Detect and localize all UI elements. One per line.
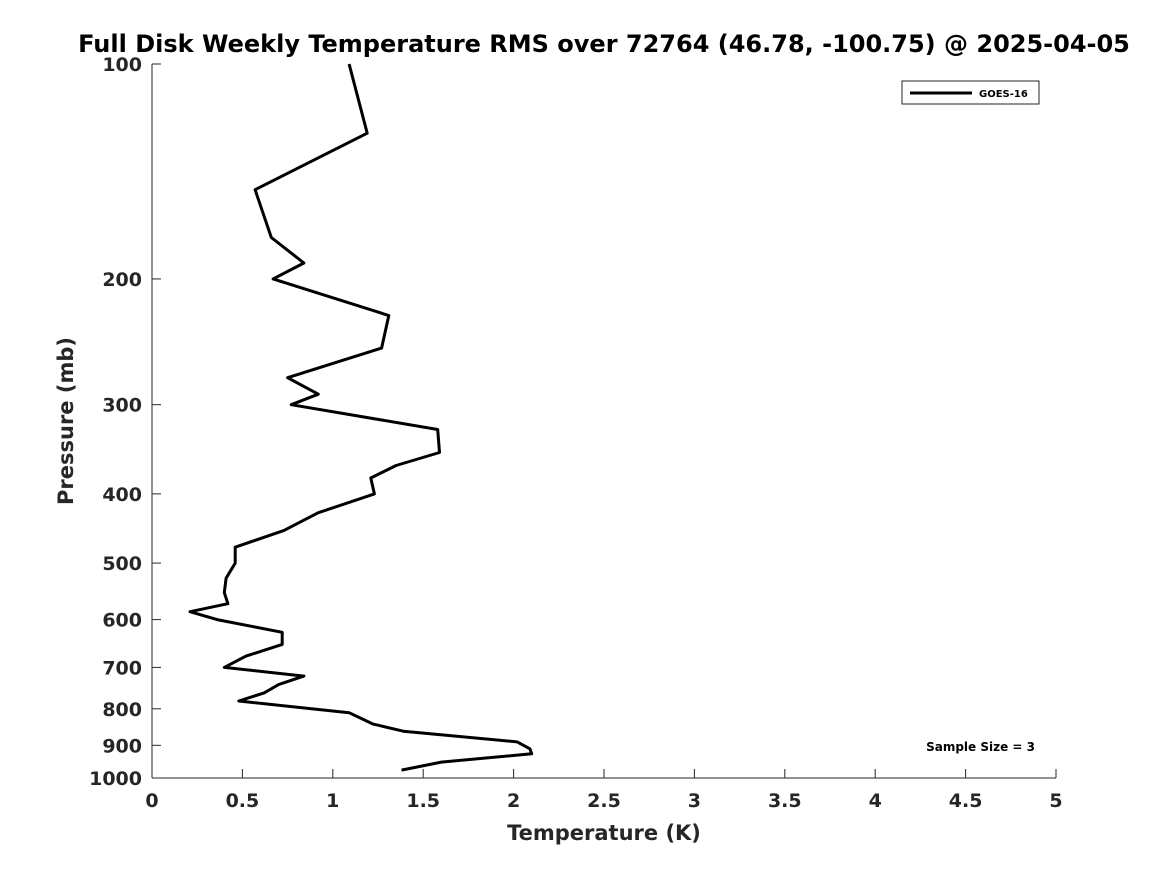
x-tick-label: 0.5 bbox=[226, 790, 260, 812]
legend: GOES-16 bbox=[901, 80, 1040, 105]
y-tick-label: 1000 bbox=[89, 768, 142, 790]
y-tick-label: 400 bbox=[102, 484, 142, 506]
x-axis-label: Temperature (K) bbox=[507, 821, 701, 845]
x-tick-label: 3.5 bbox=[768, 790, 802, 812]
annotations: Sample Size = 3 bbox=[926, 740, 1035, 754]
y-tick-label: 900 bbox=[102, 735, 142, 757]
y-tick-label: 300 bbox=[102, 395, 142, 417]
x-tick-label: 1 bbox=[326, 790, 339, 812]
y-tick-label: 100 bbox=[102, 54, 142, 76]
x-tick-label: 4.5 bbox=[949, 790, 983, 812]
x-tick-label: 2 bbox=[507, 790, 520, 812]
x-tick-label: 5 bbox=[1049, 790, 1062, 812]
legend-label: GOES-16 bbox=[979, 89, 1028, 100]
x-tick-label: 2.5 bbox=[587, 790, 621, 812]
y-axis-label: Pressure (mb) bbox=[54, 337, 78, 505]
x-tick-label: 3 bbox=[688, 790, 701, 812]
axes: 0 0.5 1 1.5 2 2.5 3 3.5 4 4.5 5 100 200 300 400 500 600 7… bbox=[89, 54, 1063, 812]
series-line bbox=[188, 63, 534, 772]
y-tick-label: 200 bbox=[102, 269, 142, 291]
x-tick-label: 4 bbox=[869, 790, 882, 812]
x-tick-label: 0 bbox=[145, 790, 158, 812]
y-tick-label: 800 bbox=[102, 699, 142, 721]
sample-size-annotation: Sample Size = 3 bbox=[926, 740, 1035, 754]
y-tick-label: 700 bbox=[102, 657, 142, 679]
chart-title: Full Disk Weekly Temperature RMS over 72… bbox=[78, 30, 1130, 58]
y-tick-label: 500 bbox=[102, 553, 142, 575]
y-tick-label: 600 bbox=[102, 610, 142, 632]
x-tick-label: 1.5 bbox=[406, 790, 440, 812]
series-group bbox=[188, 63, 534, 772]
